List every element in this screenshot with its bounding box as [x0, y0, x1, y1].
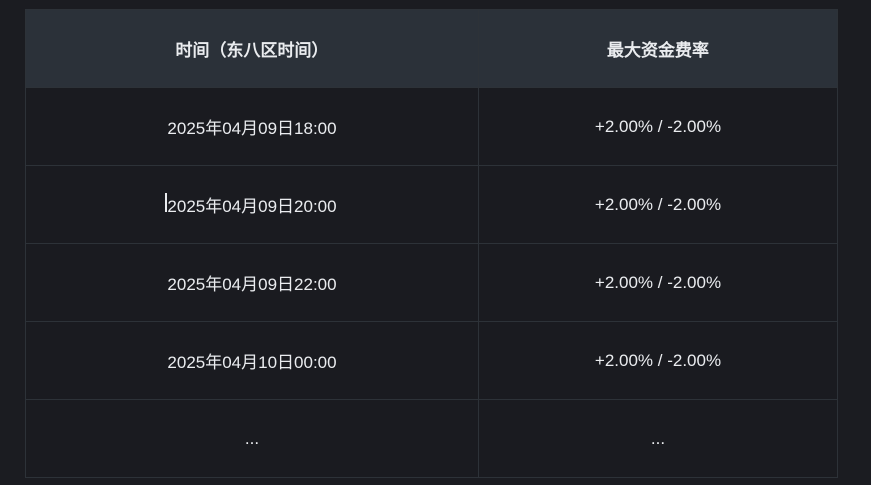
time-cell: ... — [25, 399, 479, 478]
table-row: 2025年04月09日20:00 +2.00% / -2.00% — [25, 165, 838, 244]
header-time: 时间（东八区时间） — [25, 9, 479, 88]
time-text: 2025年04月09日20:00 — [167, 197, 337, 216]
table-row: 2025年04月09日18:00 +2.00% / -2.00% — [25, 87, 838, 166]
text-cursor — [165, 193, 168, 212]
table-row: 2025年04月09日22:00 +2.00% / -2.00% — [25, 243, 838, 322]
time-cell: 2025年04月09日18:00 — [25, 87, 479, 166]
time-cell: 2025年04月09日20:00 — [25, 165, 479, 244]
time-cell: 2025年04月10日00:00 — [25, 321, 479, 400]
header-max-funding-rate: 最大资金费率 — [478, 9, 838, 88]
rate-cell: ... — [478, 399, 838, 478]
table-header-row: 时间（东八区时间） 最大资金费率 — [25, 9, 838, 88]
table-row: ... ... — [25, 399, 838, 478]
time-cell: 2025年04月09日22:00 — [25, 243, 479, 322]
rate-cell: +2.00% / -2.00% — [478, 87, 838, 166]
rate-cell: +2.00% / -2.00% — [478, 321, 838, 400]
funding-rate-table: 时间（东八区时间） 最大资金费率 2025年04月09日18:00 +2.00%… — [25, 9, 838, 478]
rate-cell: +2.00% / -2.00% — [478, 165, 838, 244]
table-row: 2025年04月10日00:00 +2.00% / -2.00% — [25, 321, 838, 400]
rate-cell: +2.00% / -2.00% — [478, 243, 838, 322]
